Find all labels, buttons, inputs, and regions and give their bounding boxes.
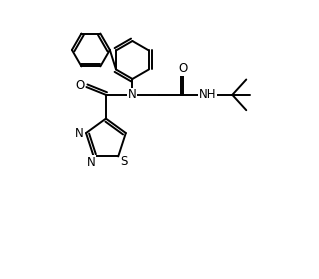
Text: O: O bbox=[76, 79, 85, 92]
Text: N: N bbox=[128, 88, 137, 101]
Text: NH: NH bbox=[198, 88, 216, 101]
Text: O: O bbox=[179, 62, 188, 75]
Text: N: N bbox=[86, 156, 95, 169]
Text: N: N bbox=[74, 127, 83, 140]
Text: S: S bbox=[121, 155, 128, 168]
